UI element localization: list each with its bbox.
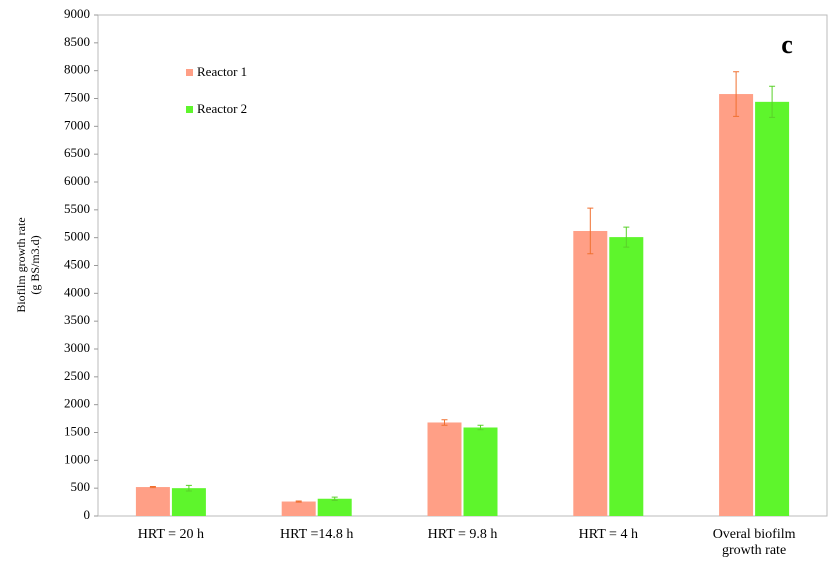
plot-frame bbox=[97, 14, 828, 517]
y-tick-label: 1000 bbox=[64, 451, 90, 466]
error-bar bbox=[587, 207, 594, 255]
bar bbox=[317, 498, 352, 516]
error-bar bbox=[295, 500, 302, 503]
legend-label: Reactor 2 bbox=[197, 101, 247, 116]
y-tick-label: 9000 bbox=[64, 6, 90, 21]
bar bbox=[609, 237, 644, 517]
y-tick-label: 3000 bbox=[64, 340, 90, 355]
y-tick-label: 6000 bbox=[64, 173, 90, 188]
bar bbox=[281, 501, 316, 516]
annotation: c bbox=[781, 30, 793, 59]
y-label-line: Biofilm growth rate bbox=[14, 217, 28, 312]
y-tick-label: 7500 bbox=[64, 89, 90, 104]
x-tick-label: HRT =14.8 h bbox=[280, 527, 354, 542]
y-tick-label: 1500 bbox=[64, 423, 90, 438]
y-tick-label: 2500 bbox=[64, 368, 90, 383]
y-tick-label: 5500 bbox=[64, 201, 90, 216]
bar bbox=[573, 230, 608, 516]
legend-swatch bbox=[186, 106, 193, 113]
bar bbox=[755, 101, 790, 516]
error-bar bbox=[441, 419, 448, 426]
x-tick-label: HRT = 20 h bbox=[137, 527, 205, 542]
y-label-line: (g BS/m3.d) bbox=[28, 235, 42, 294]
legend-label: Reactor 1 bbox=[197, 64, 247, 79]
error-bar bbox=[185, 484, 192, 492]
y-tick-label: 8000 bbox=[64, 62, 90, 77]
y-tick-label: 5000 bbox=[64, 229, 90, 244]
y-axis-title: Biofilm growth rate (g BS/m3.d) bbox=[14, 217, 42, 312]
x-tick-label: Overal biofilm growth rate bbox=[712, 527, 796, 558]
error-bar bbox=[733, 71, 740, 117]
bar bbox=[171, 488, 206, 516]
y-tick-label: 7000 bbox=[64, 117, 90, 132]
y-tick-label: 6500 bbox=[64, 145, 90, 160]
y-tick-label: 0 bbox=[84, 507, 91, 522]
y-tick-label: 500 bbox=[71, 479, 91, 494]
bar bbox=[427, 422, 462, 516]
y-tick-label: 4000 bbox=[64, 284, 90, 299]
bar bbox=[135, 487, 170, 516]
bar bbox=[463, 427, 498, 516]
error-bar bbox=[149, 485, 156, 489]
bar bbox=[719, 94, 754, 517]
y-tick-label: 8500 bbox=[64, 34, 90, 49]
x-tick-label: HRT = 9.8 h bbox=[427, 527, 498, 542]
error-bar bbox=[623, 226, 630, 248]
legend-swatch bbox=[186, 69, 193, 76]
x-tick-label: HRT = 4 h bbox=[578, 527, 638, 542]
y-tick-label: 2000 bbox=[64, 396, 90, 411]
y-tick-label: 4500 bbox=[64, 256, 90, 271]
error-bar bbox=[769, 85, 776, 118]
error-bar bbox=[477, 424, 484, 431]
y-tick-label: 3500 bbox=[64, 312, 90, 327]
error-bar bbox=[331, 496, 338, 501]
